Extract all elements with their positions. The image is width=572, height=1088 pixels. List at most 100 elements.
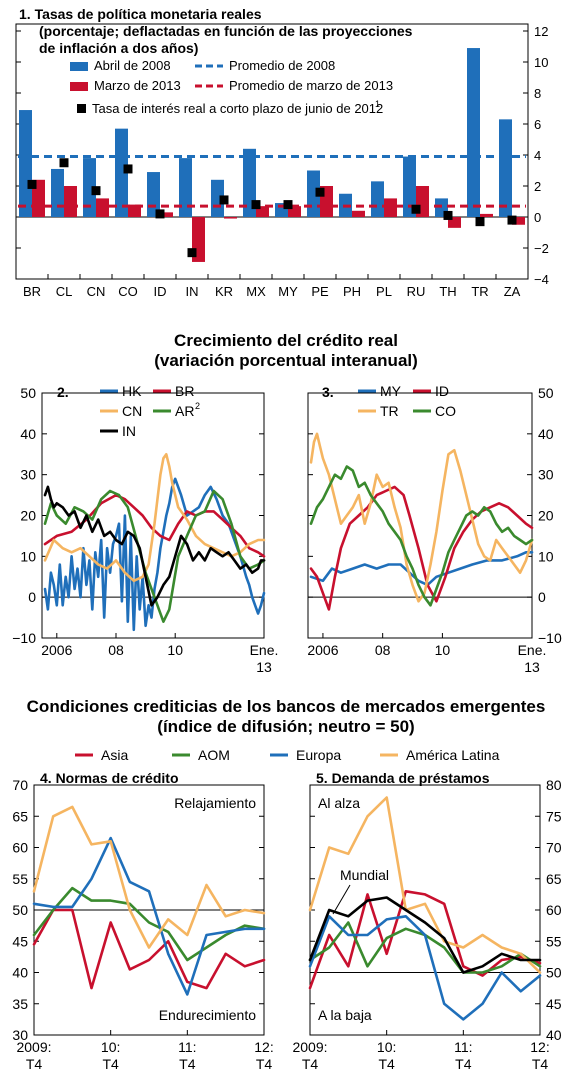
legend-label-1: Promedio de 2008 bbox=[229, 58, 335, 73]
chart5-annotation-top: Al alza bbox=[318, 795, 360, 811]
chart4-annotation-bottom: Endurecimiento bbox=[159, 1007, 256, 1023]
chart1-ytick-label-5: 6 bbox=[534, 117, 541, 132]
bar-2008-CL bbox=[51, 168, 64, 217]
chart4-title: 4. Normas de crédito bbox=[40, 770, 179, 786]
chart5-xtick-label2-3: T4 bbox=[532, 1056, 549, 1072]
chart4-xtick-label2-1: T4 bbox=[102, 1056, 119, 1072]
section-subtitle-credit: (variación porcentual interanual) bbox=[154, 351, 418, 370]
chart1-xtick-label-MX: MX bbox=[246, 284, 266, 299]
chart3-legend-label-TR: TR bbox=[380, 403, 399, 419]
chart5-ytick-label-4: 60 bbox=[546, 902, 562, 918]
chart3-ytick-label-4: 30 bbox=[538, 467, 554, 483]
point-jun2012-KR bbox=[219, 195, 229, 205]
legend45-label-2: Europa bbox=[296, 747, 341, 763]
chart4-xtick-label-1: 10: bbox=[101, 1039, 120, 1055]
chart4-series-aom bbox=[32, 886, 266, 962]
chart1-ytick-label-4: 4 bbox=[534, 148, 541, 163]
chart2-ytick-label-4: 30 bbox=[20, 467, 36, 483]
chart4-xtick-label-0: 2009: bbox=[16, 1039, 51, 1055]
chart4-ytick-label-2: 40 bbox=[12, 965, 28, 981]
chart3-panel-label: 3. bbox=[322, 384, 334, 400]
chart4-ytick-label-7: 65 bbox=[12, 808, 28, 824]
bar-2013-CN bbox=[96, 198, 109, 217]
chart2-ytick-label-2: 10 bbox=[20, 548, 36, 564]
chart3-series-tr bbox=[309, 432, 534, 603]
section-title-credit: Crecimiento del crédito real bbox=[174, 331, 398, 350]
chart1-title-line-2: de inflación a dos años) bbox=[39, 40, 198, 56]
point-jun2012-CL bbox=[59, 158, 69, 168]
chart1-ytick-label-1: −2 bbox=[534, 241, 549, 256]
chart3-ytick-label-0: −10 bbox=[538, 630, 562, 646]
chart3-ytick-label-1: 0 bbox=[538, 589, 546, 605]
chart1-ytick-label-8: 12 bbox=[534, 24, 548, 39]
chart4-annotation-top: Relajamiento bbox=[174, 795, 256, 811]
chart3-xtick-label-3: Ene. bbox=[518, 642, 547, 658]
bar-2013-CL bbox=[64, 186, 77, 217]
chart2-legend-label-BR: BR bbox=[175, 383, 194, 399]
chart3-ytick-label-5: 40 bbox=[538, 426, 554, 442]
chart1-xtick-label-PL: PL bbox=[376, 284, 392, 299]
chart5-title: 5. Demanda de préstamos bbox=[316, 770, 490, 786]
legend45-label-1: AOM bbox=[198, 747, 230, 763]
bar-2013-PL bbox=[384, 198, 397, 217]
bar-2008-TR bbox=[467, 48, 480, 217]
chart2-ytick-label-0: −10 bbox=[12, 630, 36, 646]
chart1-xtick-label-PH: PH bbox=[343, 284, 361, 299]
point-jun2012-MY bbox=[283, 200, 293, 210]
bar-2013-ID bbox=[160, 212, 173, 217]
chart4-series-europa bbox=[32, 836, 266, 996]
chart2-series-ar bbox=[43, 489, 266, 624]
chart4-xtick-label2-3: T4 bbox=[256, 1056, 273, 1072]
chart5-xtick-label-0: 2009: bbox=[292, 1039, 327, 1055]
chart3-series-my bbox=[309, 550, 534, 587]
legend-label-2: Marzo de 2013 bbox=[94, 78, 181, 93]
chart3-legend-label-ID: ID bbox=[435, 383, 449, 399]
chart5-ytick-label-8: 80 bbox=[546, 777, 562, 793]
bar-2008-KR bbox=[211, 179, 224, 217]
section-subtitle-bank: (índice de difusión; neutro = 50) bbox=[157, 717, 414, 736]
chart5-mundial-leader bbox=[332, 884, 351, 915]
chart2-series-in bbox=[43, 485, 266, 607]
chart1-xtick-label-TH: TH bbox=[439, 284, 456, 299]
chart5-annotation-bottom: A la baja bbox=[318, 1007, 372, 1023]
chart5-xtick-label2-0: T4 bbox=[302, 1056, 319, 1072]
chart4-xtick-label2-2: T4 bbox=[179, 1056, 196, 1072]
chart2-legend-label-AR: AR bbox=[175, 403, 194, 419]
chart5-xtick-label-1: 10: bbox=[377, 1039, 396, 1055]
chart3-series-id bbox=[309, 485, 534, 611]
chart2-xtick-label-2: 10 bbox=[167, 642, 183, 658]
legend45-label-3: América Latina bbox=[406, 747, 500, 763]
chart3-ytick-label-6: 50 bbox=[538, 385, 554, 401]
chart3-xtick-label-1: 08 bbox=[375, 642, 391, 658]
chart5-xtick-label-2: 11: bbox=[454, 1039, 472, 1055]
chart2-ytick-label-3: 20 bbox=[20, 508, 36, 524]
chart1-xtick-label-CL: CL bbox=[56, 284, 73, 299]
chart2-legend-label-CN: CN bbox=[122, 403, 142, 419]
chart4-ytick-label-6: 60 bbox=[12, 840, 28, 856]
bar-2008-RU bbox=[403, 156, 416, 217]
chart1-xtick-label-CN: CN bbox=[87, 284, 106, 299]
bar-2013-MY bbox=[288, 206, 301, 217]
chart2-legend-sup-ar: 2 bbox=[195, 401, 200, 411]
bar-2008-BR bbox=[19, 110, 32, 217]
chart1-xtick-label-IN: IN bbox=[186, 284, 199, 299]
chart4-xtick-label-2: 11: bbox=[178, 1039, 196, 1055]
chart3-series-co bbox=[309, 465, 534, 607]
chart5-xtick-label2-2: T4 bbox=[455, 1056, 472, 1072]
chart4-ytick-label-0: 30 bbox=[12, 1027, 28, 1043]
legend-label-0: Abril de 2008 bbox=[94, 58, 171, 73]
bar-2008-IN bbox=[179, 158, 192, 217]
section-title-bank: Condiciones crediticias de los bancos de… bbox=[27, 697, 546, 716]
chart1-ytick-label-7: 10 bbox=[534, 55, 548, 70]
bar-2013-PH bbox=[352, 210, 365, 217]
chart1-ytick-label-2: 0 bbox=[534, 210, 541, 225]
chart1-xtick-label-TR: TR bbox=[471, 284, 488, 299]
chart1-xtick-label-PE: PE bbox=[311, 284, 329, 299]
chart2-xtick-label-3: Ene. bbox=[250, 642, 279, 658]
chart1-xtick-label-BR: BR bbox=[23, 284, 41, 299]
chart2-xtick-label-1: 08 bbox=[108, 642, 124, 658]
chart4-ytick-label-5: 55 bbox=[12, 871, 28, 887]
chart2-xtick-label-0: 2006 bbox=[41, 642, 72, 658]
chart5-xtick-label-3: 12: bbox=[530, 1039, 549, 1055]
